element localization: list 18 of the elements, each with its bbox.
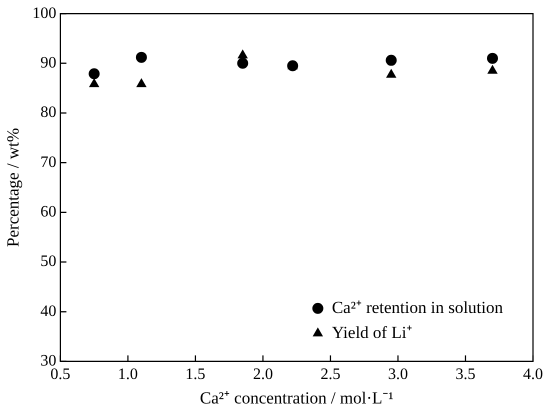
x-tick-label: 3.0 <box>388 366 408 384</box>
y-axis-title: Percentage / wt% <box>4 128 23 247</box>
y-tick-label: 90 <box>40 54 56 72</box>
y-tick-label: 80 <box>40 104 56 122</box>
x-axis-title: Ca²⁺ concentration / mol·L⁻¹ <box>200 388 394 408</box>
x-tick-label: 2.5 <box>320 366 340 384</box>
y-tick-label: 60 <box>40 204 56 221</box>
y-tick-label: 100 <box>32 4 56 22</box>
x-tick-label: 4.0 <box>523 366 543 384</box>
y-tick-label: 70 <box>40 154 56 171</box>
x-tick-label: 3.5 <box>455 366 476 384</box>
legend-label: Yield of Li⁺ <box>332 322 412 342</box>
y-tick-label: 40 <box>40 302 56 320</box>
x-tick-label: 1.0 <box>118 366 138 384</box>
x-tick-label: 2.0 <box>252 366 273 384</box>
legend-label: Ca²⁺ retention in solution <box>332 298 504 317</box>
y-tick-label: 50 <box>40 253 56 270</box>
x-tick-label: 1.5 <box>185 366 206 384</box>
